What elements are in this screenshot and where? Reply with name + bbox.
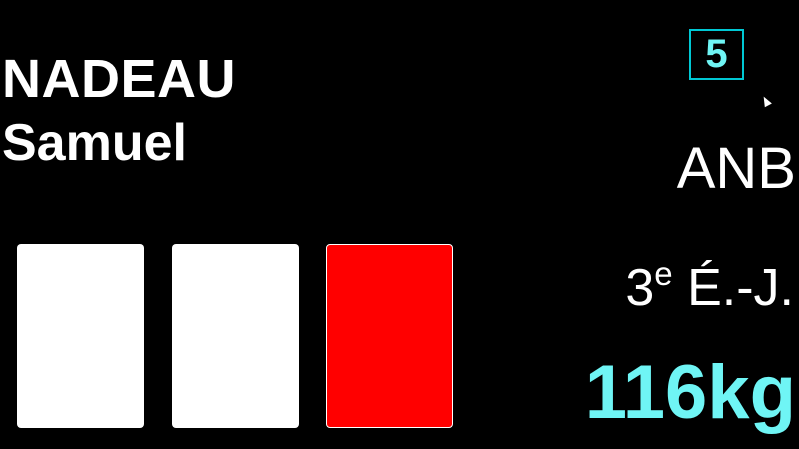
category-group: É.-J. <box>687 259 794 317</box>
referee-light-right <box>326 244 453 428</box>
mouse-pointer-icon <box>760 94 772 108</box>
team-code: ANB <box>676 136 796 201</box>
attempt-number-badge: 5 <box>689 29 744 80</box>
category-ordinal-number: 3 <box>625 259 655 317</box>
athlete-first-name: Samuel <box>2 114 187 172</box>
referee-lights <box>17 244 457 428</box>
category-label: 3e É.-J. <box>625 257 794 314</box>
lift-weight: 116kg <box>584 350 796 435</box>
referee-light-center <box>172 244 299 428</box>
category-ordinal-suffix: e <box>654 255 673 292</box>
referee-light-left <box>17 244 144 428</box>
athlete-last-name: NADEAU <box>2 49 237 109</box>
